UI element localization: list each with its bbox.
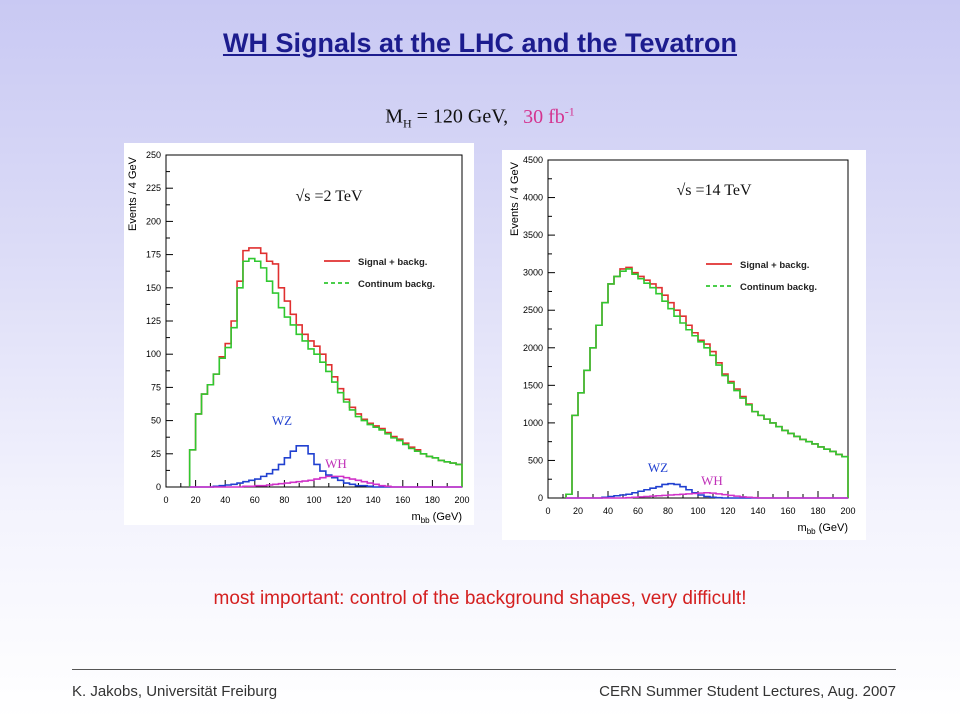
- annotation-wz: WZ: [272, 413, 292, 428]
- x-tick-label: 80: [663, 506, 673, 516]
- x-tick-label: 100: [690, 506, 705, 516]
- y-axis-label: Events / 4 GeV: [127, 156, 139, 231]
- series-continum-backg: [565, 268, 849, 498]
- y-tick-label: 4000: [523, 193, 543, 203]
- y-tick-label: 4500: [523, 155, 543, 165]
- footer-right: CERN Summer Student Lectures, Aug. 2007: [599, 683, 896, 700]
- x-tick-label: 160: [780, 506, 795, 516]
- x-tick-label: 140: [366, 495, 381, 505]
- subtitle-mass: M: [385, 105, 403, 128]
- y-tick-label: 200: [146, 216, 161, 226]
- x-axis-label-unit: (GeV): [816, 522, 848, 534]
- legend-label: Signal + backg.: [358, 257, 427, 268]
- y-tick-label: 125: [146, 316, 161, 326]
- y-axis-label: Events / 4 GeV: [509, 161, 521, 236]
- x-axis-label-sub: bb: [807, 527, 816, 536]
- y-tick-label: 150: [146, 283, 161, 293]
- y-tick-label: 500: [528, 455, 543, 465]
- subtitle-mass-value: = 120 GeV,: [411, 105, 509, 128]
- x-axis-label-main: m: [412, 511, 421, 523]
- footer-left: K. Jakobs, Universität Freiburg: [72, 683, 278, 700]
- x-tick-label: 180: [425, 495, 440, 505]
- x-tick-label: 120: [720, 506, 735, 516]
- x-tick-label: 20: [573, 506, 583, 516]
- x-tick-label: 0: [163, 495, 168, 505]
- chart-panel-lhc: 0 20 40 60 80 100 120 140 160 180 200 0 500 1000 1500 2…: [502, 150, 866, 540]
- y-tick-label: 2000: [523, 343, 543, 353]
- y-tick-label: 3000: [523, 268, 543, 278]
- x-tick-label: 160: [395, 495, 410, 505]
- energy-label: √s =2 TeV: [295, 188, 363, 205]
- y-tick-label: 100: [146, 349, 161, 359]
- x-tick-label: 140: [750, 506, 765, 516]
- x-axis-label-main: m: [798, 522, 807, 534]
- y-tick-label: 1000: [523, 418, 543, 428]
- y-tick-label: 25: [151, 449, 161, 459]
- y-tick-label: 0: [156, 482, 161, 492]
- x-tick-label: 40: [220, 495, 230, 505]
- series-wh: [189, 475, 462, 488]
- x-tick-label: 60: [633, 506, 643, 516]
- x-tick-label: 200: [454, 495, 469, 505]
- legend-label: Continum backg.: [740, 282, 817, 293]
- x-tick-label: 0: [545, 506, 550, 516]
- x-tick-label: 20: [191, 495, 201, 505]
- series-wh: [566, 491, 848, 499]
- energy-label: √s =14 TeV: [676, 182, 752, 199]
- chart-panel-tevatron: 0 20 40 60 80 100 120 140 160 180 200 0 25 50 75 100 125…: [124, 143, 474, 525]
- annotation-wh: WH: [325, 456, 347, 471]
- annotation-wz: WZ: [648, 460, 668, 475]
- slide-title: WH Signals at the LHC and the Tevatron: [222, 28, 738, 58]
- series-continum-backg: [188, 257, 463, 487]
- y-tick-label: 0: [538, 493, 543, 503]
- x-tick-label: 40: [603, 506, 613, 516]
- y-tick-label: 250: [146, 150, 161, 160]
- subtitle-lumi-value: 30 fb: [523, 105, 565, 128]
- y-tick-label: 175: [146, 250, 161, 260]
- chart-lhc: 0 20 40 60 80 100 120 140 160 180 2000500100015002…: [509, 155, 856, 536]
- legend-label: Continum backg.: [358, 279, 435, 290]
- y-tick-label: 225: [146, 183, 161, 193]
- chart-tevatron: 0 20 40 60 80 100 120 140 160 180 200 0 25 50 75 100 125…: [127, 150, 470, 525]
- x-tick-label: 100: [306, 495, 321, 505]
- x-axis-label-sub: bb: [421, 516, 430, 525]
- x-axis-label: mbb (GeV): [412, 511, 462, 525]
- x-tick-label: 120: [336, 495, 351, 505]
- x-tick-label: 180: [810, 506, 825, 516]
- plot-frame: [547, 159, 849, 499]
- x-tick-label: 80: [279, 495, 289, 505]
- subtitle-lumi-sup: -1: [564, 104, 575, 118]
- legend-label: Signal + backg.: [740, 260, 809, 271]
- footer-divider: [72, 669, 896, 670]
- annotation-wh: WH: [701, 473, 723, 488]
- y-tick-label: 1500: [523, 380, 543, 390]
- x-axis-label-unit: (GeV): [430, 511, 462, 523]
- subtitle-luminosity: 30 fb-1: [523, 104, 575, 128]
- y-tick-label: 50: [151, 416, 161, 426]
- subtitle-mass-sub: H: [402, 116, 412, 131]
- y-tick-label: 2500: [523, 305, 543, 315]
- x-tick-label: 200: [840, 506, 855, 516]
- subtitle: MH = 120 GeV, 30 fb-1: [0, 104, 960, 132]
- y-tick-label: 75: [151, 382, 161, 392]
- y-tick-label: 3500: [523, 230, 543, 240]
- note-text: most important: control of the backgroun…: [213, 588, 747, 609]
- x-axis-label: mbb (GeV): [798, 522, 848, 536]
- x-tick-label: 60: [250, 495, 260, 505]
